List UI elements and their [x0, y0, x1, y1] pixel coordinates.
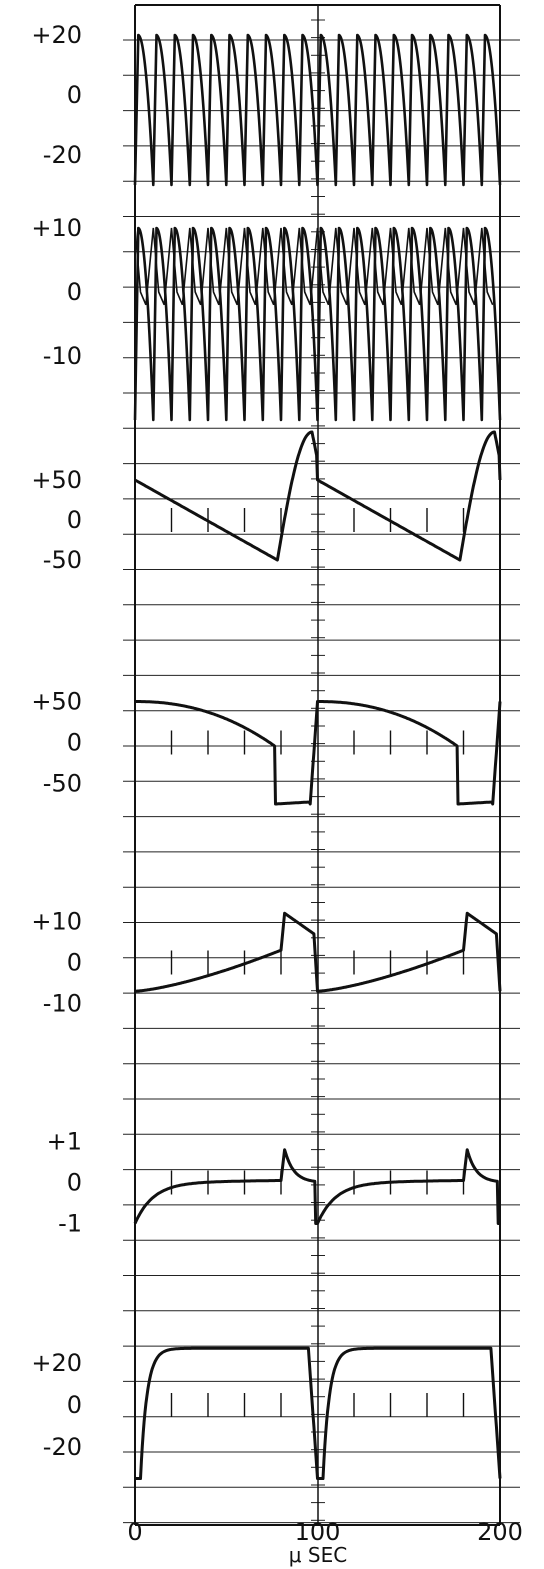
panel-1-ytick-label: +20	[31, 21, 82, 49]
panel-2-trace	[133, 226, 502, 422]
panel-4-trace	[134, 700, 502, 806]
panel-7-ytick-label: +20	[31, 1349, 82, 1377]
panel-2-ytick-label: -10	[43, 342, 82, 370]
x-tick-labels: 0 100 200	[127, 1518, 523, 1546]
panel-2-ripple	[134, 227, 494, 306]
panel-4-ytick-label: 0	[67, 729, 82, 757]
grid	[123, 19, 520, 1524]
x-tick-label: 0	[127, 1518, 142, 1546]
panel-6-ytick-label: -1	[58, 1210, 82, 1238]
panel-4-ytick-label: +50	[31, 688, 82, 716]
panel-6-ytick-label: 0	[67, 1169, 82, 1197]
panel-2-ytick-label: +10	[31, 214, 82, 242]
panel-7-ytick-label: -20	[43, 1433, 82, 1461]
panel-1-ytick-label: -20	[43, 141, 82, 169]
x-tick-label: 200	[477, 1518, 523, 1546]
panel-4-ytick-label: -50	[43, 770, 82, 798]
panel-5-ytick-label: 0	[67, 949, 82, 977]
panel-7-ytick-label: 0	[67, 1391, 82, 1419]
plot-frame	[134, 4, 501, 1526]
y-tick-labels: +200-20+100-10+500-50+500-50+100-10+10-1…	[31, 21, 82, 1461]
panel-1-trace	[133, 33, 502, 187]
panel-3-trace	[134, 430, 502, 562]
panel-3-ytick-label: -50	[43, 546, 82, 574]
x-tick-label: 100	[295, 1518, 341, 1546]
panel-3-ytick-label: +50	[31, 466, 82, 494]
panel-3-ytick-label: 0	[67, 506, 82, 534]
panel-1-ytick-label: 0	[67, 81, 82, 109]
x-axis-label: μ SEC	[289, 1543, 347, 1567]
panel-5-trace	[134, 911, 502, 993]
traces	[133, 33, 502, 1480]
panel-6-trace	[133, 1148, 501, 1225]
panel-6-ytick-label: +1	[47, 1128, 82, 1156]
panel-5-ytick-label: -10	[43, 990, 82, 1018]
panel-5-ytick-label: +10	[31, 908, 82, 936]
panel-7-trace	[134, 1346, 502, 1480]
panel-2-ytick-label: 0	[67, 278, 82, 306]
